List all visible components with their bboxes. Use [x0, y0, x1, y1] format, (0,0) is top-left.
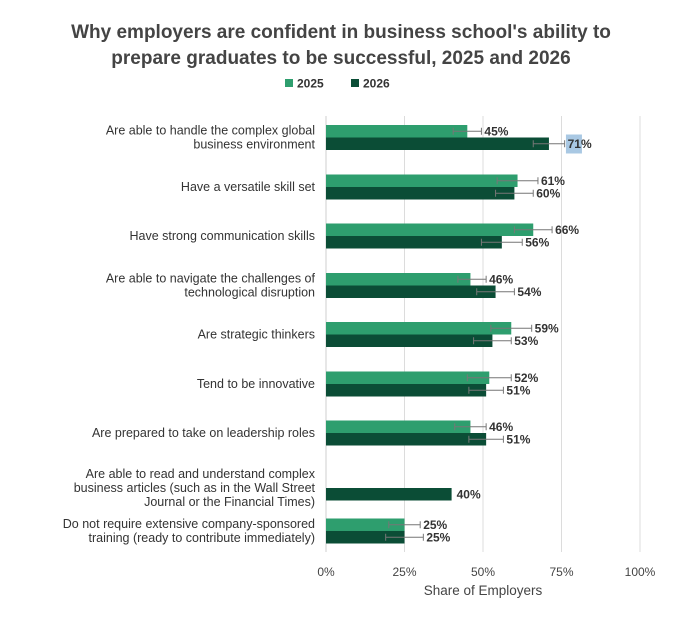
bar-2025-2 — [326, 223, 534, 236]
category-label-6-0: Are prepared to take on leadership roles — [92, 426, 315, 440]
data-label-2026-1: 60% — [536, 186, 560, 200]
category-label-0-0: Are able to handle the complex global — [106, 124, 315, 138]
x-tick-label-25: 25% — [392, 565, 416, 579]
data-label-2025-0: 45% — [484, 124, 508, 138]
x-tick-label-100: 100% — [625, 565, 656, 579]
x-tick-label-0: 0% — [317, 565, 335, 579]
data-label-2025-2: 66% — [555, 223, 579, 237]
data-label-2025-3: 46% — [489, 272, 513, 286]
bar-2026-1 — [326, 187, 515, 200]
bar-2026-0 — [326, 137, 549, 150]
legend-label-2026: 2026 — [363, 77, 390, 91]
data-label-2026-2: 56% — [525, 235, 549, 249]
data-label-2025-5: 52% — [514, 371, 538, 385]
data-label-2026-3: 54% — [517, 285, 541, 299]
x-axis-title: Share of Employers — [424, 583, 543, 598]
bar-2025-1 — [326, 174, 518, 187]
category-label-8-0: Do not require extensive company-sponsor… — [63, 517, 315, 531]
data-label-2026-8: 25% — [426, 530, 450, 544]
bar-2025-4 — [326, 322, 512, 335]
legend-label-2025: 2025 — [297, 77, 324, 91]
chart-title-line-1: prepare graduates to be successful, 2025… — [111, 48, 570, 69]
bar-2025-0 — [326, 125, 468, 138]
chart-title-line-0: Why employers are confident in business … — [71, 22, 611, 43]
category-label-1-0: Have a versatile skill set — [181, 180, 316, 194]
data-label-2026-5: 51% — [506, 383, 530, 397]
category-label-7-0: Are able to read and understand complex — [86, 467, 316, 481]
data-label-2025-1: 61% — [541, 174, 565, 188]
category-label-5-0: Tend to be innovative — [197, 377, 315, 391]
bar-2026-2 — [326, 236, 502, 249]
legend-swatch-2025 — [285, 79, 293, 87]
bar-2026-3 — [326, 285, 496, 298]
category-label-2-0: Have strong communication skills — [130, 229, 316, 243]
category-label-0-1: business environment — [193, 138, 315, 152]
bar-2026-7 — [326, 488, 452, 501]
x-tick-label-50: 50% — [471, 565, 495, 579]
bar-2026-6 — [326, 433, 487, 446]
category-label-7-1: business articles (such as in the Wall S… — [74, 481, 316, 495]
category-label-7-2: Journal or the Financial Times) — [144, 495, 315, 509]
bar-2025-6 — [326, 420, 471, 433]
bar-2026-5 — [326, 384, 487, 397]
bar-2026-8 — [326, 531, 405, 544]
label-highlight — [565, 134, 582, 154]
data-label-2026-4: 53% — [514, 334, 538, 348]
category-label-3-0: Are able to navigate the challenges of — [106, 272, 316, 286]
x-tick-label-75: 75% — [549, 565, 573, 579]
data-label-2025-8: 25% — [423, 518, 447, 532]
data-label-2026-0: 71% — [568, 137, 592, 151]
category-label-4-0: Are strategic thinkers — [198, 328, 315, 342]
data-label-2025-4: 59% — [535, 321, 559, 335]
category-label-3-1: technological disruption — [184, 286, 315, 300]
bar-2026-4 — [326, 334, 493, 347]
data-label-2026-7: 40% — [457, 487, 481, 501]
data-label-2026-6: 51% — [506, 432, 530, 446]
data-label-2025-6: 46% — [489, 420, 513, 434]
bar-2025-3 — [326, 273, 471, 286]
bar-2025-5 — [326, 371, 490, 384]
category-label-8-1: training (ready to contribute immediatel… — [89, 531, 316, 545]
bar-2025-8 — [326, 518, 405, 531]
legend-swatch-2026 — [351, 79, 359, 87]
